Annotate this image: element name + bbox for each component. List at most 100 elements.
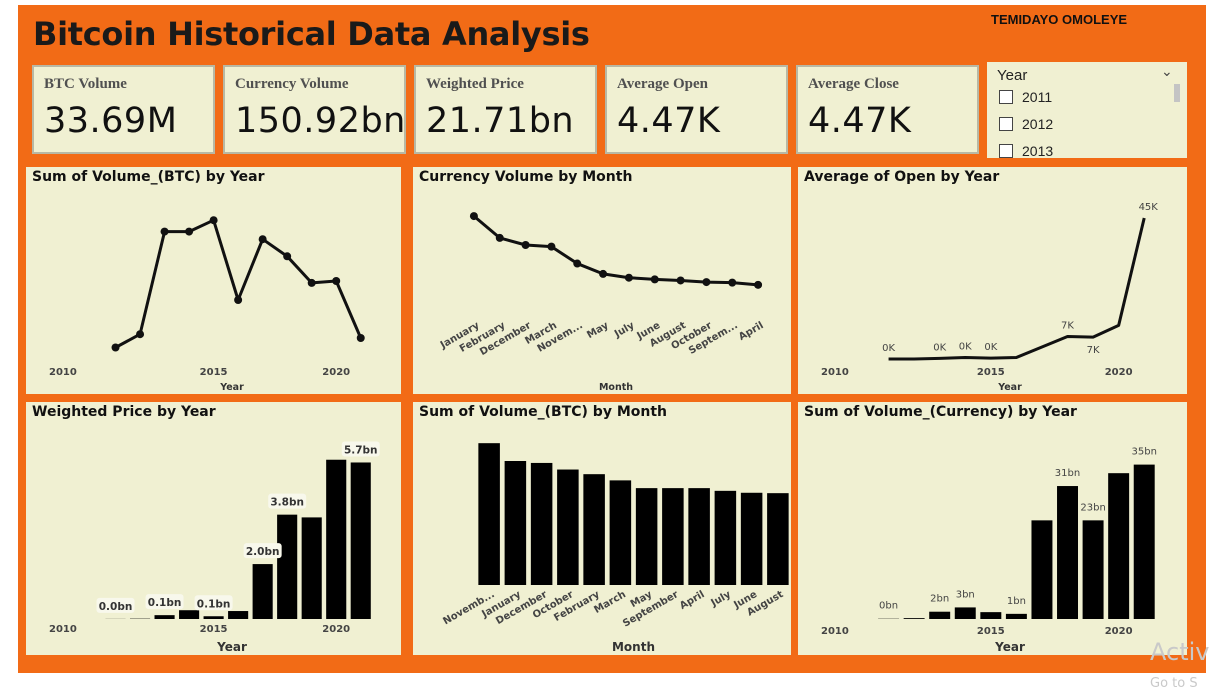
x-tick-label: 2020 bbox=[1105, 367, 1133, 378]
bar bbox=[929, 612, 950, 619]
kpi-label: Average Open bbox=[617, 76, 708, 93]
data-label: 0.0bn bbox=[99, 601, 133, 613]
bar bbox=[1083, 520, 1104, 619]
data-label: 31bn bbox=[1055, 468, 1080, 479]
x-tick-label: 2010 bbox=[49, 624, 77, 635]
kpi-card-btc-volume[interactable]: BTC Volume 33.69M bbox=[32, 65, 215, 154]
data-point bbox=[234, 296, 242, 304]
slicer-option-2011[interactable]: 2011 bbox=[999, 88, 1052, 106]
checkbox[interactable] bbox=[999, 144, 1013, 158]
bar bbox=[505, 461, 527, 585]
activation-watermark-subtext: Go to S bbox=[1150, 676, 1198, 691]
bar bbox=[1006, 614, 1027, 619]
bar bbox=[228, 611, 248, 619]
data-label: 3bn bbox=[956, 589, 975, 600]
data-point bbox=[185, 228, 193, 236]
data-point bbox=[210, 216, 218, 224]
bar bbox=[277, 515, 297, 619]
x-tick-label: July bbox=[708, 589, 733, 610]
data-label: 0.1bn bbox=[197, 598, 231, 610]
data-point bbox=[625, 274, 633, 282]
year-slicer[interactable]: Year ⌄ 2011 2012 2013 bbox=[987, 62, 1187, 158]
data-label: 5.7bn bbox=[344, 444, 378, 456]
x-tick-label: April bbox=[737, 320, 766, 343]
x-axis-title: Month bbox=[599, 382, 633, 393]
data-label: 0K bbox=[984, 342, 997, 353]
data-point bbox=[332, 277, 340, 285]
kpi-value: 21.71bn bbox=[426, 101, 574, 141]
data-label: 0K bbox=[959, 342, 972, 353]
slicer-title: Year bbox=[997, 67, 1027, 84]
bar bbox=[980, 612, 1001, 619]
bar bbox=[1031, 520, 1052, 619]
checkbox[interactable] bbox=[999, 90, 1013, 104]
kpi-label: Average Close bbox=[808, 76, 899, 93]
x-axis-title: Year bbox=[997, 382, 1022, 393]
x-tick-label: 2015 bbox=[977, 367, 1005, 378]
data-label: 7K bbox=[1061, 321, 1074, 332]
x-tick-label: May bbox=[585, 320, 611, 341]
chart-svg: MonthJanuaryFebruaryDecemberMarchNovem..… bbox=[413, 167, 791, 394]
slicer-option-label: 2013 bbox=[1022, 143, 1053, 158]
data-point bbox=[283, 252, 291, 260]
kpi-value: 33.69M bbox=[44, 101, 177, 141]
x-tick-label: 2020 bbox=[322, 367, 350, 378]
bar bbox=[155, 615, 175, 619]
data-point bbox=[259, 235, 267, 243]
data-point bbox=[136, 330, 144, 338]
slicer-scrollbar[interactable] bbox=[1174, 84, 1180, 102]
kpi-card-currency-volume[interactable]: Currency Volume 150.92bn bbox=[223, 65, 406, 154]
data-label: 35bn bbox=[1132, 447, 1157, 458]
kpi-card-average-open[interactable]: Average Open 4.47K bbox=[605, 65, 788, 154]
x-tick-label: 2010 bbox=[49, 367, 77, 378]
bar bbox=[1108, 473, 1129, 619]
x-axis-title: Year bbox=[219, 382, 244, 393]
data-point bbox=[308, 279, 316, 287]
kpi-card-average-close[interactable]: Average Close 4.47K bbox=[796, 65, 979, 154]
checkbox[interactable] bbox=[999, 117, 1013, 131]
kpi-value: 4.47K bbox=[617, 101, 720, 141]
bar bbox=[478, 443, 500, 585]
bar bbox=[741, 493, 763, 585]
data-label: 1bn bbox=[1007, 596, 1026, 607]
bar bbox=[531, 463, 553, 585]
chevron-down-icon[interactable]: ⌄ bbox=[1161, 64, 1173, 80]
x-tick-label: 2015 bbox=[200, 624, 228, 635]
data-point bbox=[470, 212, 478, 220]
page-title: Bitcoin Historical Data Analysis bbox=[33, 15, 590, 53]
series-line bbox=[889, 218, 1145, 359]
x-axis-title: Year bbox=[994, 640, 1025, 654]
slicer-option-label: 2012 bbox=[1022, 116, 1053, 132]
data-label: 0.1bn bbox=[148, 597, 182, 609]
bar bbox=[253, 564, 273, 619]
bar bbox=[179, 610, 199, 619]
data-point bbox=[599, 270, 607, 278]
kpi-card-weighted-price[interactable]: Weighted Price 21.71bn bbox=[414, 65, 597, 154]
data-label: 2.0bn bbox=[246, 546, 280, 558]
slicer-option-2012[interactable]: 2012 bbox=[999, 115, 1053, 133]
data-point bbox=[161, 228, 169, 236]
kpi-label: Currency Volume bbox=[235, 76, 348, 93]
bar bbox=[1134, 465, 1155, 619]
bar bbox=[688, 488, 710, 585]
kpi-label: BTC Volume bbox=[44, 76, 127, 93]
bar bbox=[610, 480, 632, 585]
data-label: 45K bbox=[1139, 202, 1159, 213]
x-axis-title: Month bbox=[612, 640, 655, 654]
slicer-option-2013[interactable]: 2013 bbox=[999, 142, 1053, 158]
x-tick-label: April bbox=[678, 589, 707, 612]
x-tick-label: 2010 bbox=[821, 626, 849, 637]
data-point bbox=[677, 276, 685, 284]
data-point bbox=[522, 241, 530, 249]
bar bbox=[302, 517, 322, 619]
